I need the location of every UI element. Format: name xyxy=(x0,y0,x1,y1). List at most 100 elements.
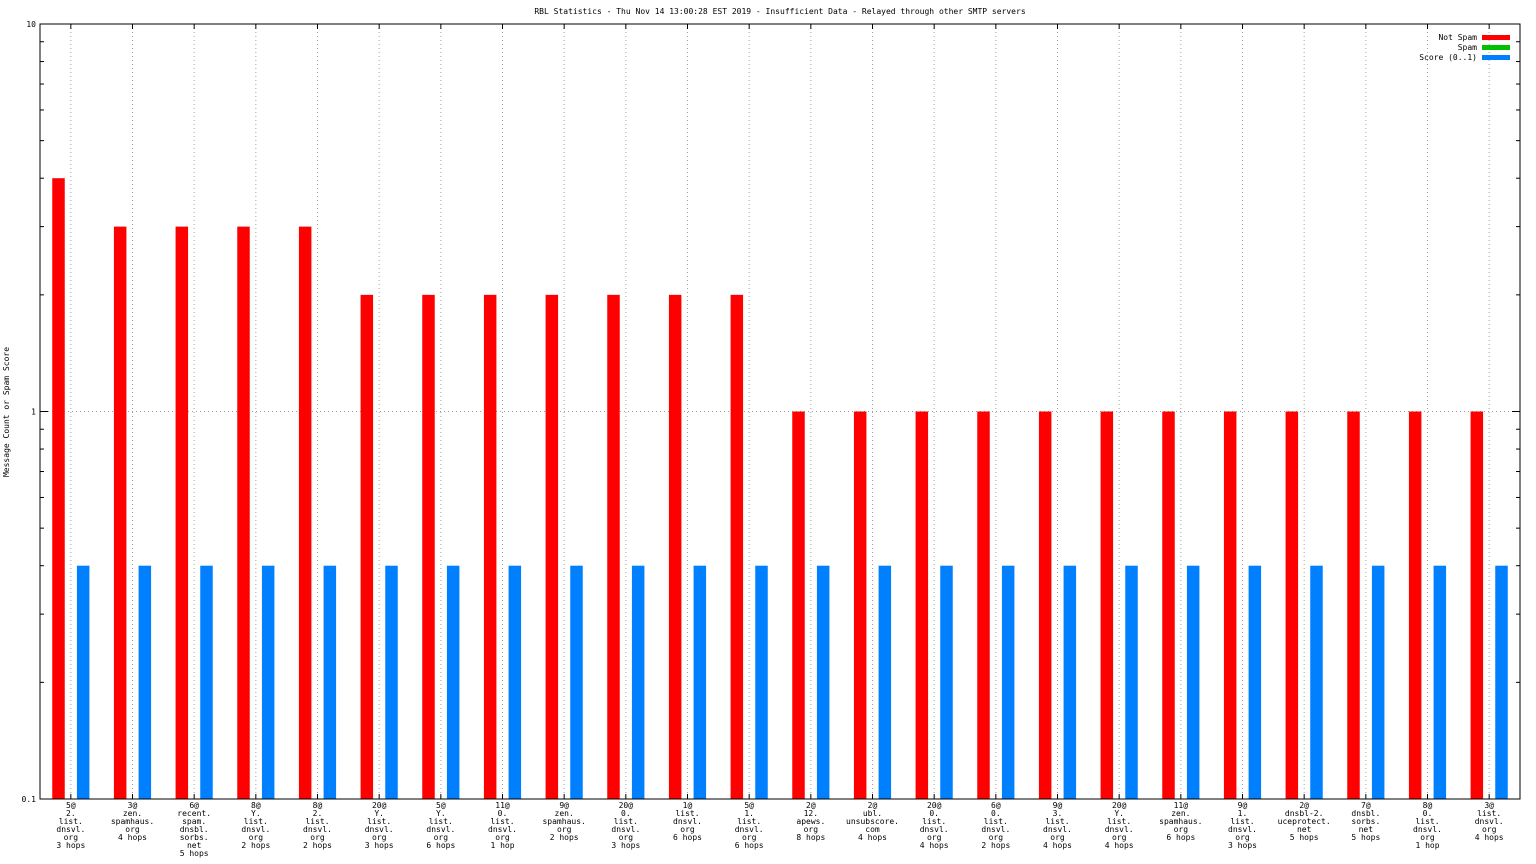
bar-series-2 xyxy=(693,565,707,799)
x-tick-label-line: dnsvl. xyxy=(1475,817,1504,826)
x-tick-label-line: Y. xyxy=(251,809,261,818)
x-tick-label-line: 5@ xyxy=(436,801,446,810)
bar-series-2 xyxy=(508,565,522,799)
x-tick-label-line: 5 hops xyxy=(1290,833,1319,842)
x-tick-label-line: 4 hops xyxy=(920,841,949,850)
x-tick-label-line: 3 hops xyxy=(365,841,394,850)
bar-series-2 xyxy=(1186,565,1200,799)
bar-series-2 xyxy=(200,565,213,799)
x-tick-label-line: spamhaus. xyxy=(1159,817,1202,826)
x-tick-label-line: 3 hops xyxy=(1228,841,1257,850)
x-tick-label-line: org xyxy=(927,833,942,842)
x-tick-label-line: 8@ xyxy=(1423,801,1433,810)
x-tick-label: 20@ 0. list. dnsvl. org 3 hops xyxy=(611,801,640,850)
bar-series-0 xyxy=(483,294,497,799)
y-axis-label: Message Count or Spam Score xyxy=(2,347,11,477)
x-tick-label-line: 4 hops xyxy=(118,833,147,842)
x-tick-label-line: 8 hops xyxy=(796,833,825,842)
bar-series-2 xyxy=(940,565,953,799)
x-tick-label-line: 2 hops xyxy=(550,833,579,842)
x-tick-label: 1@ list. dnsvl. org 6 hops xyxy=(673,801,702,842)
x-tick-label-line: list. xyxy=(1107,817,1131,826)
chart-title: RBL Statistics - Thu Nov 14 13:00:28 EST… xyxy=(534,7,1025,16)
x-tick-label-line: org xyxy=(125,825,140,834)
x-tick-label: 3@ zen. spamhaus. org 4 hops xyxy=(111,801,154,842)
bar-series-2 xyxy=(1248,565,1262,799)
bar-series-0 xyxy=(175,226,189,800)
x-tick-label-line: Y. xyxy=(436,809,446,818)
x-tick-label-line: 2 hops xyxy=(303,841,332,850)
x-tick-label-line: apews. xyxy=(796,817,825,826)
x-tick-label-line: 0. xyxy=(991,809,1001,818)
x-tick-label-line: org xyxy=(434,833,449,842)
legend-swatch xyxy=(1482,35,1510,40)
bar-series-0 xyxy=(668,294,682,799)
x-tick-label-line: 1@ xyxy=(683,801,693,810)
x-tick-label-line: 2. xyxy=(66,809,76,818)
x-tick-label-line: org xyxy=(557,825,572,834)
x-tick-label-line: dnsvl. xyxy=(365,825,394,834)
x-tick-label-line: net xyxy=(1359,825,1374,834)
x-tick-label-line: 4 hops xyxy=(1043,841,1072,850)
x-tick-label-line: org xyxy=(64,833,79,842)
x-tick-label-line: list. xyxy=(614,817,638,826)
x-tick-label: 8@ Y. list. dnsvl. org 2 hops xyxy=(241,801,270,850)
x-tick-label: 11@ 0. list. dnsvl. org 1 hop xyxy=(488,801,517,850)
x-tick-label-line: dnsvl. xyxy=(1413,825,1442,834)
bar-series-2 xyxy=(261,565,275,799)
bar-series-0 xyxy=(1408,411,1422,799)
bar-series-2 xyxy=(878,565,892,799)
x-tick-label-line: list. xyxy=(490,817,514,826)
bar-series-0 xyxy=(853,411,867,799)
x-tick-label-line: list. xyxy=(367,817,391,826)
x-tick-label-line: 12. xyxy=(804,809,818,818)
x-tick-label-line: spamhaus. xyxy=(542,817,585,826)
x-tick-label: 2@ dnsbl-2. uceprotect. net 5 hops xyxy=(1278,801,1331,842)
x-tick-label-line: 7@ xyxy=(1361,801,1371,810)
x-tick-label: 8@ 0. list. dnsvl. org 1 hop xyxy=(1413,801,1442,850)
bar-series-0 xyxy=(1470,411,1484,799)
x-tick-label-line: org xyxy=(495,833,510,842)
x-tick-label-line: 2 hops xyxy=(981,841,1010,850)
x-tick-label-line: 8@ xyxy=(251,801,261,810)
x-tick-label: 5@ 2. list. dnsvl. org 3 hops xyxy=(56,801,85,850)
x-tick-label: 2@ ubl. unsubscore. com 4 hops xyxy=(846,801,899,842)
bar-series-2 xyxy=(138,565,152,799)
x-tick-label-line: 0. xyxy=(621,809,631,818)
x-tick-label-line: 5 hops xyxy=(180,849,209,858)
bar-series-0 xyxy=(237,226,250,800)
x-tick-label-line: 0. xyxy=(929,809,939,818)
x-tick-label-line: 6@ xyxy=(189,801,199,810)
bar-series-2 xyxy=(1310,565,1323,799)
x-tick-label: 9@ zen. spamhaus. org 2 hops xyxy=(542,801,585,842)
x-tick-label-line: 4 hops xyxy=(858,833,887,842)
x-tick-label-line: dnsvl. xyxy=(488,825,517,834)
x-tick-label-line: org xyxy=(249,833,264,842)
x-tick-label-line: 3. xyxy=(1053,809,1063,818)
x-tick-label-line: list. xyxy=(59,817,83,826)
x-tick-label: 20@ Y. list. dnsvl. org 4 hops xyxy=(1105,801,1134,850)
x-tick-label-line: list. xyxy=(1415,817,1439,826)
bar-series-2 xyxy=(1433,565,1447,799)
x-tick-label-line: zen. xyxy=(555,809,574,818)
x-tick-label-line: 1 hop xyxy=(490,841,514,850)
x-tick-label: 9@ 1. list. dnsvl. org 3 hops xyxy=(1228,801,1257,850)
x-tick-label-line: 6 hops xyxy=(735,841,764,850)
bar-series-2 xyxy=(323,565,337,799)
x-tick-label-line: org xyxy=(372,833,387,842)
x-tick-label-line: 6@ xyxy=(991,801,1001,810)
x-tick-label-line: dnsbl. xyxy=(1351,809,1380,818)
x-tick-label-line: org xyxy=(619,833,634,842)
x-tick-label-line: org xyxy=(804,825,819,834)
x-tick-label-line: list. xyxy=(737,817,761,826)
legend-swatch xyxy=(1482,55,1510,60)
x-tick-label: 11@ zen. spamhaus. org 6 hops xyxy=(1159,801,1202,842)
x-tick-label-line: 11@ xyxy=(1174,801,1189,810)
x-tick-label-line: list. xyxy=(429,817,453,826)
x-tick-label: 6@ 0. list. dnsvl. org 2 hops xyxy=(981,801,1010,850)
x-tick-label-line: 11@ xyxy=(495,801,510,810)
x-tick-label-line: list. xyxy=(922,817,946,826)
x-tick-label-line: org xyxy=(680,825,695,834)
x-tick-label-line: ubl. xyxy=(863,809,882,818)
